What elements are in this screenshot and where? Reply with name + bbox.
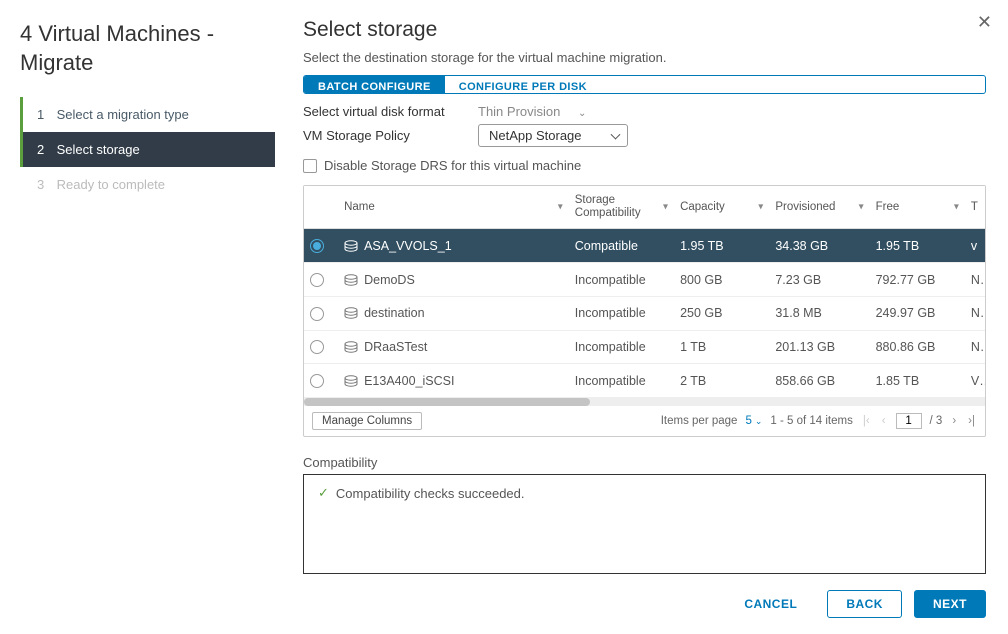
cell-capacity: 1.95 TB: [674, 229, 769, 263]
cell-provisioned: 31.8 MB: [769, 296, 869, 330]
column-header[interactable]: Provisioned▾: [769, 186, 869, 229]
row-radio[interactable]: [310, 273, 324, 287]
compatibility-message: Compatibility checks succeeded.: [336, 486, 525, 501]
cell-compat: Incompatible: [569, 364, 674, 398]
table-row[interactable]: destination Incompatible250 GB31.8 MB249.…: [304, 296, 985, 330]
column-header[interactable]: Name▾: [338, 186, 569, 229]
datastore-name: destination: [364, 306, 424, 320]
items-per-page-label: Items per page: [661, 415, 738, 427]
wizard-steps: 1 Select a migration type2 Select storag…: [20, 97, 275, 202]
check-icon: ✓: [318, 485, 329, 501]
disable-drs-checkbox[interactable]: [303, 159, 317, 173]
row-radio[interactable]: [310, 307, 324, 321]
cell-free: 1.95 TB: [870, 229, 965, 263]
datastore-name: DRaaSTest: [364, 340, 427, 354]
cell-free: 792.77 GB: [870, 263, 965, 297]
wizard-sidebar: 4 Virtual Machines - Migrate 1 Select a …: [0, 0, 275, 634]
cell-provisioned: 201.13 GB: [769, 330, 869, 364]
back-button[interactable]: BACK: [827, 590, 902, 618]
page-prev-icon[interactable]: ‹: [880, 415, 888, 427]
cell-capacity: 250 GB: [674, 296, 769, 330]
datastore-table: Name▾Storage Compatibility▾Capacity▾Prov…: [303, 185, 986, 437]
table-row[interactable]: E13A400_iSCSI Incompatible2 TB858.66 GB1.…: [304, 364, 985, 398]
cell-compat: Incompatible: [569, 263, 674, 297]
wizard-step: 3 Ready to complete: [20, 167, 275, 202]
filter-icon[interactable]: ▾: [954, 202, 959, 214]
column-header[interactable]: Free▾: [870, 186, 965, 229]
cell-capacity: 1 TB: [674, 330, 769, 364]
table-row[interactable]: DemoDS Incompatible800 GB7.23 GB792.77 GB…: [304, 263, 985, 297]
page-subtitle: Select the destination storage for the v…: [303, 50, 986, 65]
column-header[interactable]: Storage Compatibility▾: [569, 186, 674, 229]
chevron-down-icon: ⌄: [578, 108, 586, 119]
cell-type: N: [965, 296, 985, 330]
datastore-name: DemoDS: [364, 273, 415, 287]
cell-provisioned: 34.38 GB: [769, 229, 869, 263]
wizard-step[interactable]: 1 Select a migration type: [20, 97, 275, 132]
table-h-scrollbar[interactable]: [304, 398, 985, 406]
column-header[interactable]: Capacity▾: [674, 186, 769, 229]
datastore-name: E13A400_iSCSI: [364, 374, 454, 388]
compatibility-box: ✓ Compatibility checks succeeded.: [303, 474, 986, 574]
filter-icon[interactable]: ▾: [663, 202, 668, 214]
cell-compat: Compatible: [569, 229, 674, 263]
chevron-down-icon: ⌄: [755, 416, 763, 427]
disable-drs-label: Disable Storage DRS for this virtual mac…: [324, 158, 581, 173]
cell-provisioned: 7.23 GB: [769, 263, 869, 297]
disk-format-label: Select virtual disk format: [303, 104, 478, 119]
wizard-step[interactable]: 2 Select storage: [20, 132, 275, 167]
range-text: 1 - 5 of 14 items: [770, 415, 852, 427]
wizard-footer: CANCEL BACK NEXT: [303, 574, 986, 618]
storage-policy-label: VM Storage Policy: [303, 128, 478, 143]
cell-type: N: [965, 263, 985, 297]
items-per-page-select[interactable]: 5 ⌄: [745, 415, 762, 427]
datastore-icon: [344, 375, 358, 387]
disk-format-value[interactable]: Thin Provision ⌄: [478, 104, 586, 119]
storage-policy-select[interactable]: NetApp Storage: [478, 124, 628, 147]
cell-capacity: 2 TB: [674, 364, 769, 398]
row-radio[interactable]: [310, 340, 324, 354]
cell-provisioned: 858.66 GB: [769, 364, 869, 398]
close-icon[interactable]: ✕: [977, 12, 992, 33]
datastore-icon: [344, 341, 358, 353]
datastore-icon: [344, 307, 358, 319]
cell-type: V: [965, 364, 985, 398]
page-current-input[interactable]: [896, 413, 922, 429]
tab-configure-per-disk[interactable]: CONFIGURE PER DISK: [445, 76, 601, 93]
table-row[interactable]: ASA_VVOLS_1Compatible1.95 TB34.38 GB1.95…: [304, 229, 985, 263]
page-title: Select storage: [303, 18, 986, 42]
config-mode-tabs: BATCH CONFIGURE CONFIGURE PER DISK: [303, 75, 986, 94]
cell-type: N: [965, 330, 985, 364]
cancel-button[interactable]: CANCEL: [726, 590, 815, 618]
filter-icon[interactable]: ▾: [859, 202, 864, 214]
page-next-icon[interactable]: ›: [950, 415, 958, 427]
main-panel: Select storage Select the destination st…: [275, 0, 1008, 634]
tab-batch-configure[interactable]: BATCH CONFIGURE: [304, 76, 445, 93]
table-row[interactable]: DRaaSTest Incompatible1 TB201.13 GB880.86…: [304, 330, 985, 364]
filter-icon[interactable]: ▾: [758, 202, 763, 214]
page-first-icon[interactable]: |‹: [861, 415, 872, 427]
row-radio[interactable]: [310, 239, 324, 253]
cell-type: v: [965, 229, 985, 263]
next-button[interactable]: NEXT: [914, 590, 986, 618]
filter-icon[interactable]: ▾: [558, 202, 563, 214]
datastore-name: ASA_VVOLS_1: [364, 239, 452, 253]
page-last-icon[interactable]: ›|: [966, 415, 977, 427]
row-radio[interactable]: [310, 374, 324, 388]
column-header[interactable]: T: [965, 186, 985, 229]
cell-free: 880.86 GB: [870, 330, 965, 364]
wizard-title: 4 Virtual Machines - Migrate: [20, 20, 275, 77]
cell-compat: Incompatible: [569, 296, 674, 330]
cell-compat: Incompatible: [569, 330, 674, 364]
cell-free: 249.97 GB: [870, 296, 965, 330]
page-total: / 3: [930, 415, 943, 427]
manage-columns-button[interactable]: Manage Columns: [312, 412, 422, 430]
datastore-icon: [344, 240, 358, 252]
cell-capacity: 800 GB: [674, 263, 769, 297]
cell-free: 1.85 TB: [870, 364, 965, 398]
datastore-icon: [344, 274, 358, 286]
compatibility-label: Compatibility: [303, 455, 986, 470]
